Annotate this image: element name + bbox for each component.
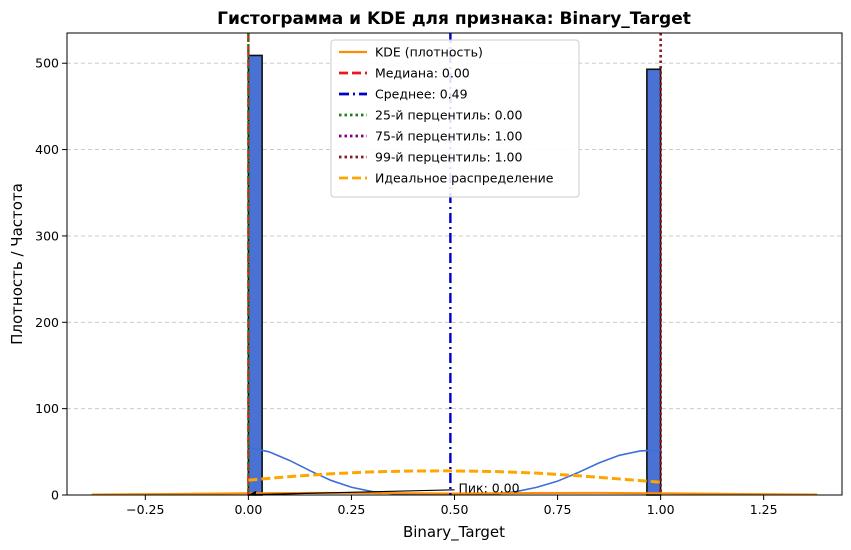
- x-tick-label-4: 0.75: [544, 502, 572, 517]
- legend-label-5: 99-й перцентиль: 1.00: [375, 150, 523, 165]
- x-tick-label-5: 1.00: [647, 502, 675, 517]
- plot-area: Пик: 0.00 −0.25 0.00 0.25 0.50 0.75 1.00 1.25 0 1…: [35, 32, 843, 517]
- legend-label-2: Среднее: 0.49: [375, 87, 468, 102]
- chart-title: Гистограмма и KDE для признака: Binary_T…: [217, 9, 691, 29]
- annotation-arrow: [248, 489, 455, 496]
- x-tick-label-6: 1.25: [750, 502, 778, 517]
- series-line-0: [91, 491, 818, 496]
- legend-label-0: KDE (плотность): [375, 45, 483, 60]
- x-tick-label-0: −0.25: [126, 502, 164, 517]
- annotation-arrow-head: [248, 490, 257, 496]
- histogram-bar-0: [247, 54, 263, 496]
- x-tick-label-3: 0.50: [441, 502, 469, 517]
- y-tick-label-2: 200: [35, 315, 59, 330]
- legend: KDE (плотность) Медиана: 0.00 Среднее: 0.4…: [330, 39, 580, 198]
- y-axis-label: Плотность / Частота: [8, 183, 26, 345]
- legend-label-1: Медиана: 0.00: [375, 66, 470, 81]
- y-tick-label-3: 300: [35, 228, 59, 243]
- series-line-6: [248, 469, 661, 484]
- x-axis-label: Binary_Target: [403, 523, 505, 542]
- legend-label-4: 75-й перцентиль: 1.00: [375, 129, 523, 144]
- y-tick-label-5: 500: [35, 56, 59, 71]
- x-tick-label-2: 0.25: [338, 502, 366, 517]
- y-tick-label-4: 400: [35, 142, 59, 157]
- y-tick-label-0: 0: [51, 488, 59, 503]
- kde-overlay-line: [248, 446, 661, 496]
- legend-box: [330, 39, 580, 198]
- histogram-bar-1: [646, 68, 662, 496]
- y-tick-label-1: 100: [35, 401, 59, 416]
- x-tick-label-1: 0.00: [234, 502, 262, 517]
- annotation-label: Пик: 0.00: [459, 480, 520, 495]
- legend-label-3: 25-й перцентиль: 0.00: [375, 108, 523, 123]
- legend-label-6: Идеальное распределение: [375, 171, 554, 186]
